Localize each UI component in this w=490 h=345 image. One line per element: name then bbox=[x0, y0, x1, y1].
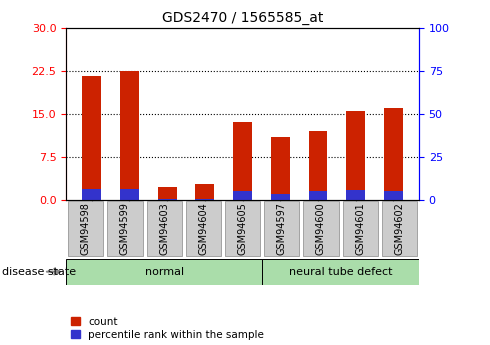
FancyBboxPatch shape bbox=[107, 201, 143, 256]
FancyBboxPatch shape bbox=[343, 201, 378, 256]
Bar bbox=[271, 194, 290, 200]
Bar bbox=[233, 190, 252, 200]
Bar bbox=[384, 108, 403, 200]
FancyBboxPatch shape bbox=[147, 201, 182, 256]
Bar bbox=[120, 71, 139, 200]
Text: GSM94599: GSM94599 bbox=[120, 202, 130, 255]
Bar bbox=[196, 199, 214, 200]
Text: neural tube defect: neural tube defect bbox=[289, 267, 392, 277]
Legend: count, percentile rank within the sample: count, percentile rank within the sample bbox=[72, 317, 264, 340]
Text: GSM94605: GSM94605 bbox=[238, 202, 247, 255]
Title: GDS2470 / 1565585_at: GDS2470 / 1565585_at bbox=[162, 11, 323, 25]
FancyBboxPatch shape bbox=[303, 201, 339, 256]
Bar bbox=[233, 122, 252, 200]
Text: GSM94601: GSM94601 bbox=[355, 202, 365, 255]
Bar bbox=[196, 184, 214, 200]
Bar bbox=[158, 199, 176, 200]
FancyBboxPatch shape bbox=[264, 201, 299, 256]
FancyBboxPatch shape bbox=[186, 201, 221, 256]
Text: GSM94600: GSM94600 bbox=[316, 202, 326, 255]
FancyBboxPatch shape bbox=[68, 201, 103, 256]
FancyBboxPatch shape bbox=[382, 201, 417, 256]
Bar bbox=[309, 131, 327, 200]
Bar bbox=[82, 77, 101, 200]
Text: normal: normal bbox=[145, 267, 184, 277]
Text: disease state: disease state bbox=[2, 267, 76, 276]
Bar bbox=[271, 137, 290, 200]
Bar bbox=[82, 189, 101, 200]
Text: GSM94602: GSM94602 bbox=[394, 202, 404, 255]
Bar bbox=[66, 259, 262, 285]
Text: GSM94598: GSM94598 bbox=[81, 202, 91, 255]
Bar bbox=[262, 259, 419, 285]
Text: GSM94603: GSM94603 bbox=[159, 202, 169, 255]
Bar bbox=[120, 189, 139, 200]
Text: GSM94604: GSM94604 bbox=[198, 202, 208, 255]
Bar bbox=[384, 190, 403, 200]
Bar bbox=[346, 190, 365, 200]
FancyBboxPatch shape bbox=[225, 201, 260, 256]
Text: GSM94597: GSM94597 bbox=[277, 202, 287, 255]
Bar bbox=[346, 111, 365, 200]
Bar bbox=[158, 187, 176, 200]
Bar bbox=[309, 190, 327, 200]
